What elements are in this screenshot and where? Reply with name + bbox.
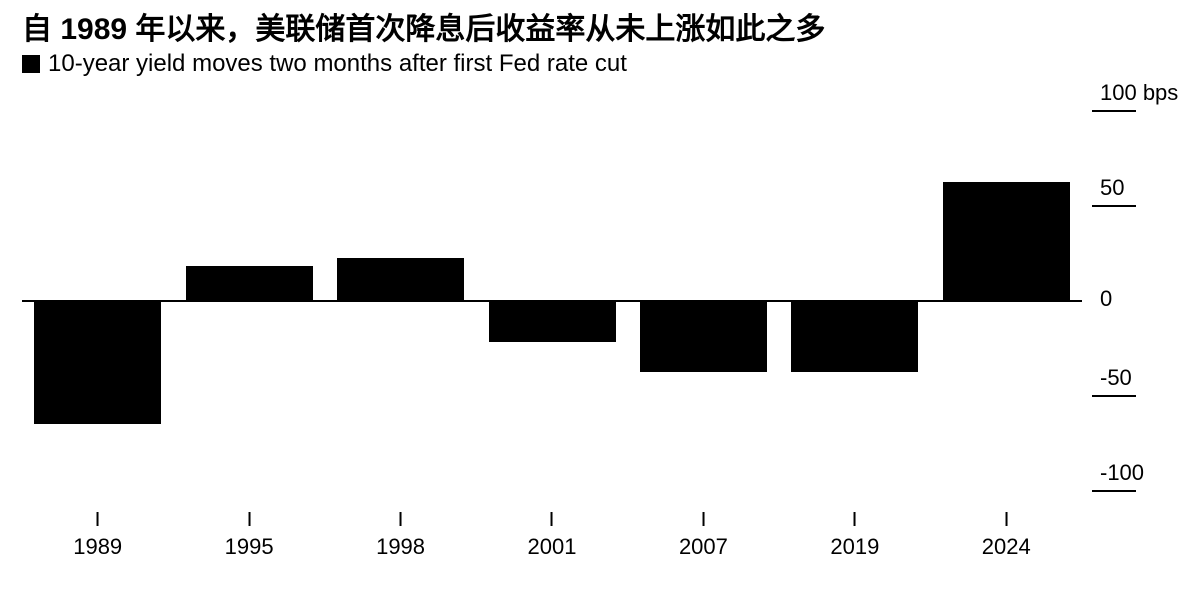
x-tick-mark [702,512,704,526]
x-tick: 2007 [679,492,728,560]
x-tick-mark [400,512,402,526]
x-tick-label: 2019 [830,534,879,560]
bar [791,300,918,372]
x-tick-mark [248,512,250,526]
y-tick-label: -100 [1100,460,1144,486]
x-tick-mark [854,512,856,526]
x-tick-label: 1998 [376,534,425,560]
y-tick-mark [1092,490,1136,492]
bar [489,300,616,342]
legend: 10-year yield moves two months after fir… [22,50,627,78]
x-tick: 2019 [830,492,879,560]
x-tick: 1995 [225,492,274,560]
bar [186,266,313,300]
legend-swatch [22,55,40,73]
bar [640,300,767,372]
bar [943,182,1070,300]
x-tick-mark [1005,512,1007,526]
legend-label: 10-year yield moves two months after fir… [48,50,627,78]
y-axis: 100 bps500-50-100 [1092,110,1172,490]
x-axis: 1989 1995 1998 2001 2007 2019 2024 [22,492,1082,562]
x-tick-label: 1995 [225,534,274,560]
x-tick: 2001 [528,492,577,560]
chart-title: 自 1989 年以来，美联储首次降息后收益率从未上涨如此之多 [22,4,825,48]
y-tick-label: 100 bps [1100,80,1178,106]
bar [337,258,464,300]
x-tick-label: 2024 [982,534,1031,560]
x-tick: 2024 [982,492,1031,560]
x-tick-label: 1989 [73,534,122,560]
y-tick-mark [1092,110,1136,112]
x-tick-label: 2001 [528,534,577,560]
y-tick-label: -50 [1100,365,1132,391]
x-tick: 1989 [73,492,122,560]
chart-canvas: 自 1989 年以来，美联储首次降息后收益率从未上涨如此之多 10-year y… [0,0,1186,594]
bar [34,300,161,424]
x-tick: 1998 [376,492,425,560]
y-tick-mark [1092,395,1136,397]
plot-area [22,110,1082,490]
x-tick-mark [551,512,553,526]
x-tick-mark [97,512,99,526]
y-tick-label: 50 [1100,175,1124,201]
y-tick-label: 0 [1100,286,1112,312]
x-tick-label: 2007 [679,534,728,560]
y-tick-mark [1092,205,1136,207]
